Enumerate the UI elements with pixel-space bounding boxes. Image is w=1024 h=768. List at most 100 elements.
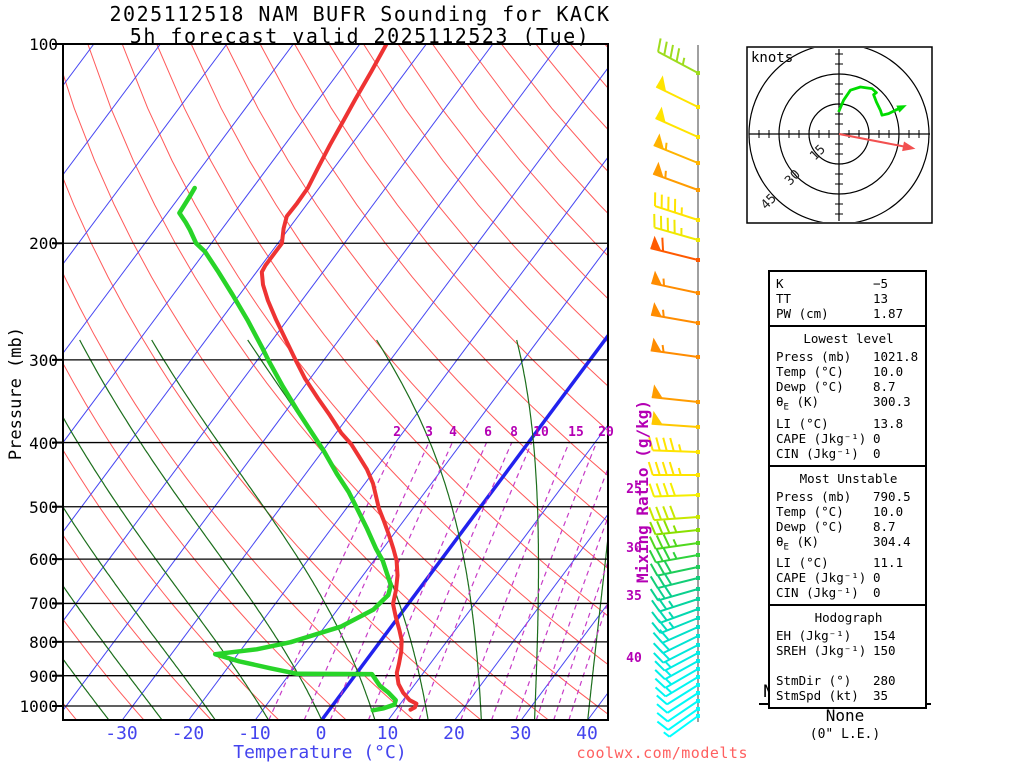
wind-barb [651, 597, 700, 613]
stats-row-label: Dewp (°C) [776, 379, 844, 394]
stats-row-label: SREH (Jkg⁻¹) [776, 643, 867, 658]
stats-row: CAPE (Jkg⁻¹) 0 [776, 431, 921, 446]
temperature-trace [259, 44, 419, 712]
moist-adiabat-line [516, 339, 540, 720]
mixing-ratio-label: 40 [626, 651, 642, 666]
temp-tick-label: -10 [238, 723, 271, 744]
stats-row: LI (°C) 11.1 [776, 555, 921, 570]
mixing-ratio-line [367, 442, 488, 720]
wind-barb [647, 461, 700, 477]
dry-adiabat-line [63, 362, 347, 720]
stats-row-value: 0 [873, 445, 881, 461]
pressure-tick-label: 1000 [19, 697, 58, 716]
stats-row-label: Dewp (°C) [776, 518, 844, 534]
wind-barb [653, 643, 700, 664]
mixing-ratio-line [568, 600, 608, 720]
temp-tick-label: 0 [315, 723, 327, 744]
stats-row-label: TT [776, 291, 792, 306]
mixing-ratio-label: 3 [425, 425, 433, 440]
stats-row: Dewp (°C) 8.7 [776, 519, 921, 534]
wind-barb [651, 410, 700, 429]
wind-barb [648, 534, 700, 550]
wind-barb [652, 161, 700, 192]
isotherm-line [188, 156, 608, 720]
stats-row-value: 1021.8 [873, 349, 919, 364]
pressure-tick-label: 100 [29, 35, 58, 54]
moist-adiabat-line [587, 531, 608, 720]
isotherm-line [121, 67, 608, 720]
wind-barb [654, 651, 700, 672]
wind-barb [654, 667, 700, 689]
mixing-ratio-line [268, 442, 398, 720]
stats-row: Temp (°C) 10.0 [776, 364, 921, 379]
stats-row: EH (Jkg⁻¹) 154 [776, 628, 921, 643]
pressure-tick-label: 400 [29, 433, 58, 453]
stats-row: Press (mb) 790.5 [776, 489, 921, 504]
storm-motion-line [838, 133, 907, 148]
wind-barb [650, 302, 700, 325]
stats-section: Hodograph EH (Jkg⁻¹) 154 SREH (Jkg⁻¹) 150 Stm… [770, 604, 925, 707]
stats-row-value: 280 [873, 673, 896, 688]
dry-adiabat-line [87, 44, 608, 715]
stats-row: K −5 [776, 276, 921, 291]
wind-barb [653, 213, 700, 242]
mixing-ratio-line [553, 559, 608, 720]
stats-row-value: 154 [873, 628, 896, 643]
dry-adiabat-line [328, 44, 608, 387]
stats-row-label: LI (°C) [776, 555, 829, 570]
stats-row-value: 300.3 [873, 394, 911, 409]
moist-adiabat-line [63, 658, 110, 720]
stats-row-label: CIN (Jkg⁻¹) [776, 585, 859, 600]
moist-adiabat-line [79, 339, 323, 720]
stats-row-value: 10.0 [873, 364, 904, 379]
mixing-ratio-label: 35 [626, 589, 642, 604]
wind-barb [650, 337, 700, 359]
stats-row-value: 13 [873, 291, 889, 306]
wind-barb [651, 270, 700, 295]
dry-adiabat-line [121, 44, 608, 666]
stats-row-label: Temp (°C) [776, 503, 844, 519]
stats-row: Temp (°C) 10.0 [776, 504, 921, 519]
moist-adiabat-line [376, 339, 482, 720]
stats-row-label: PW (cm) [776, 306, 829, 321]
dry-adiabat-line [363, 44, 608, 343]
dry-adiabat-line [63, 618, 145, 720]
stats-row-label: CAPE (Jkg⁻¹) [776, 570, 867, 585]
moist-adiabat-line [63, 584, 163, 720]
wind-barb [655, 75, 700, 109]
wind-barb [656, 699, 700, 723]
stats-row-label: θE (K) [776, 394, 820, 413]
pressure-tick-label: 900 [29, 666, 58, 686]
mixing-ratio-line [303, 442, 430, 720]
pressure-tick-label: 300 [29, 350, 58, 370]
hodograph-panel [746, 46, 933, 224]
wind-barb [653, 133, 700, 165]
stats-section-header: Most Unstable [799, 470, 898, 486]
isotherm-line [63, 44, 361, 444]
wind-barb [651, 384, 700, 404]
mixing-ratio-label: 2 [393, 425, 401, 440]
temperature-axis-title: Temperature (°C) [233, 742, 407, 763]
dewpoint-trace [177, 185, 398, 713]
stats-row: CIN (Jkg⁻¹) 0 [776, 585, 921, 600]
dry-adiabat-line [190, 44, 608, 570]
stats-row: SREH (Jkg⁻¹) 150 [776, 643, 921, 658]
isotherm-line [520, 602, 608, 720]
temp-tick-label: 20 [443, 723, 465, 744]
wind-barb [648, 505, 700, 522]
plot-border [62, 43, 609, 721]
temp-tick-label: -30 [105, 723, 138, 744]
freezing-isotherm-line [320, 332, 608, 720]
moist-adiabat-line [63, 505, 216, 720]
dry-adiabat-line [432, 44, 608, 257]
dry-adiabat-line [63, 176, 482, 720]
stats-row-value: 0 [873, 570, 881, 585]
mixing-ratio-label: 4 [449, 425, 457, 440]
sounding-traces [177, 44, 419, 713]
wind-barb [654, 675, 700, 698]
dry-adiabat-line [63, 449, 280, 720]
stats-row: CAPE (Jkg⁻¹) 0 [776, 570, 921, 585]
wind-barb [648, 547, 700, 564]
